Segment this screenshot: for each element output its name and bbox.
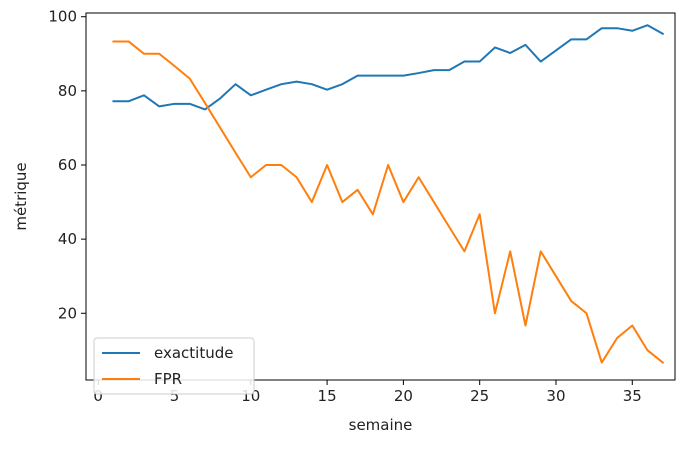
x-tick-label: 15: [318, 387, 337, 405]
series-lines: [112, 24, 665, 364]
x-tick-label: 5: [170, 387, 180, 405]
y-tick-label: 100: [48, 8, 77, 26]
x-tick-label: 20: [394, 387, 413, 405]
y-axis-label: métrique: [12, 162, 30, 230]
y-tick-label: 40: [58, 230, 77, 248]
x-axis-label: semaine: [349, 416, 413, 434]
legend-label: FPR: [154, 370, 182, 388]
series-line-exactitude: [112, 24, 665, 111]
x-tick-label: 0: [93, 387, 103, 405]
x-tick-label: 35: [623, 387, 642, 405]
x-tick-label: 25: [470, 387, 489, 405]
axes: [85, 12, 676, 381]
x-tick-label: 30: [546, 387, 565, 405]
y-tick-label: 20: [58, 304, 77, 322]
legend: exactitude FPR: [93, 337, 255, 395]
y-tick-label: 60: [58, 156, 77, 174]
y-tick-label: 80: [58, 82, 77, 100]
series-line-fpr: [112, 40, 665, 364]
legend-label: exactitude: [154, 344, 233, 362]
plot-area-frame: [85, 12, 676, 381]
